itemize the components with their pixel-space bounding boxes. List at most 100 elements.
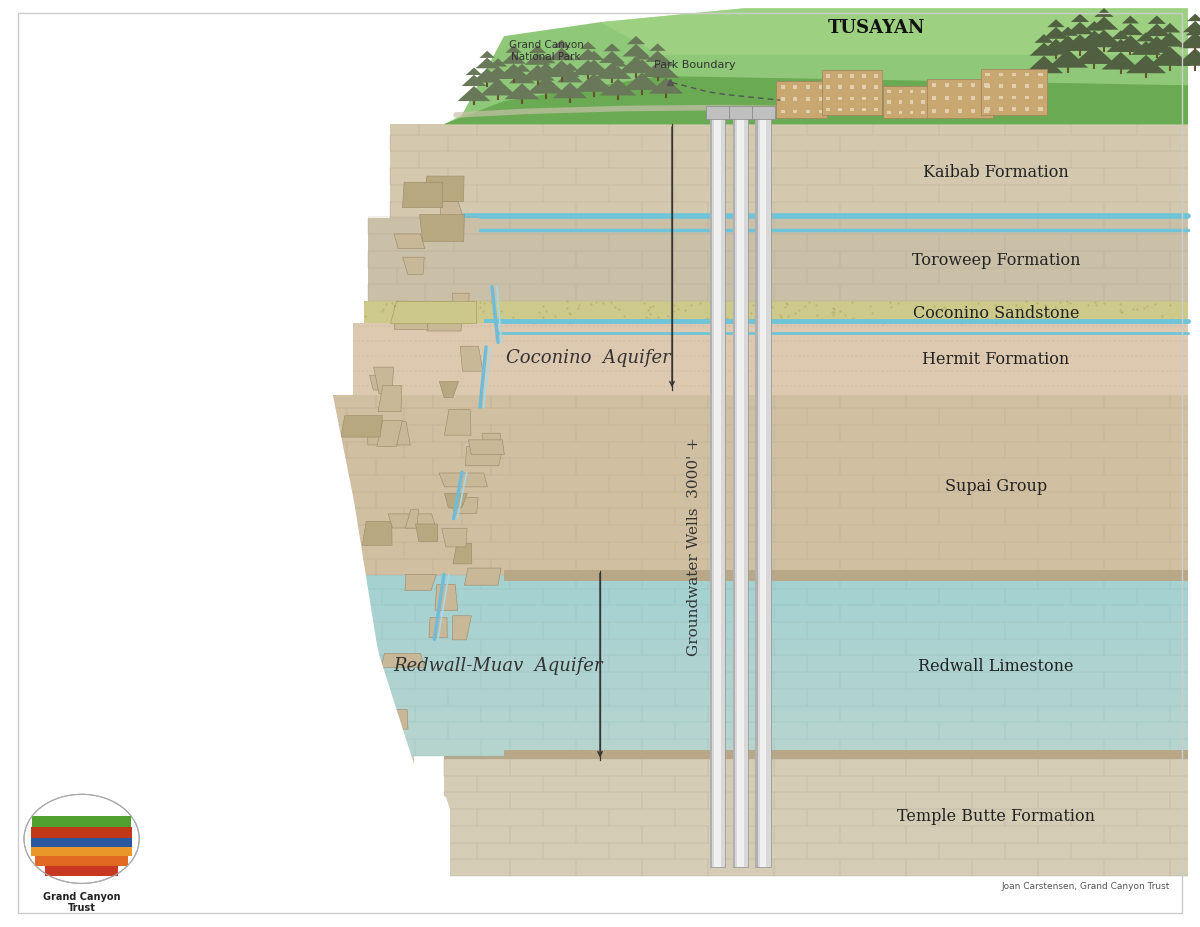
Bar: [318, 396, 504, 576]
Bar: [931, 110, 936, 114]
Bar: [971, 84, 976, 88]
Polygon shape: [428, 617, 448, 638]
Bar: [756, 116, 757, 867]
Bar: [971, 110, 976, 114]
Bar: [728, 107, 752, 120]
Polygon shape: [347, 763, 373, 779]
Bar: [887, 112, 890, 115]
Polygon shape: [373, 368, 394, 395]
Polygon shape: [420, 215, 464, 242]
Bar: [781, 98, 785, 102]
Bar: [850, 86, 854, 90]
Bar: [1012, 96, 1016, 100]
Polygon shape: [521, 66, 554, 82]
Bar: [826, 108, 830, 112]
Polygon shape: [422, 177, 464, 202]
Text: Hydrogeologic: Hydrogeologic: [122, 230, 298, 252]
Polygon shape: [649, 44, 666, 52]
Polygon shape: [1058, 28, 1078, 37]
Bar: [910, 101, 913, 105]
Bar: [444, 570, 1188, 581]
Bar: [822, 71, 882, 116]
Bar: [944, 84, 949, 88]
Bar: [776, 82, 827, 119]
Bar: [710, 116, 712, 867]
Bar: [781, 86, 785, 90]
Bar: [283, 636, 504, 651]
Bar: [806, 110, 810, 114]
Bar: [1012, 108, 1016, 112]
Polygon shape: [439, 382, 458, 399]
Polygon shape: [1147, 17, 1166, 25]
Bar: [982, 70, 1046, 116]
Polygon shape: [623, 44, 649, 57]
Polygon shape: [1034, 35, 1054, 44]
Text: artistic rendering: artistic rendering: [150, 345, 270, 360]
Polygon shape: [1126, 56, 1166, 74]
Polygon shape: [444, 494, 467, 508]
Polygon shape: [1187, 15, 1200, 22]
Polygon shape: [505, 84, 539, 100]
Bar: [793, 86, 797, 90]
Bar: [922, 101, 925, 105]
Polygon shape: [497, 65, 530, 80]
Polygon shape: [460, 347, 482, 372]
Polygon shape: [1070, 15, 1090, 23]
Polygon shape: [283, 777, 323, 804]
Bar: [850, 97, 854, 101]
Bar: [444, 696, 1188, 711]
Bar: [850, 108, 854, 112]
Bar: [283, 726, 504, 741]
Bar: [353, 324, 498, 396]
Polygon shape: [509, 72, 535, 84]
Bar: [1025, 73, 1030, 77]
Bar: [732, 116, 734, 867]
Polygon shape: [580, 43, 596, 50]
Bar: [706, 107, 730, 120]
Bar: [818, 98, 822, 102]
Bar: [910, 112, 913, 115]
Bar: [781, 110, 785, 114]
Polygon shape: [1048, 50, 1088, 69]
Polygon shape: [552, 41, 571, 49]
Bar: [826, 75, 830, 79]
Polygon shape: [1079, 32, 1110, 45]
Polygon shape: [415, 525, 438, 541]
Polygon shape: [1130, 42, 1162, 56]
Bar: [283, 741, 504, 756]
Bar: [283, 666, 504, 680]
Bar: [922, 91, 925, 94]
Bar: [444, 621, 1188, 636]
Bar: [1038, 85, 1043, 89]
Text: Coconino Sandstone: Coconino Sandstone: [913, 304, 1079, 322]
Polygon shape: [599, 52, 625, 64]
Bar: [928, 80, 994, 119]
Polygon shape: [367, 422, 410, 446]
Text: Joan Carstensen, Grand Canyon Trust: Joan Carstensen, Grand Canyon Trust: [1002, 881, 1170, 890]
Polygon shape: [548, 48, 575, 61]
Polygon shape: [368, 219, 479, 301]
Bar: [850, 75, 854, 79]
Bar: [806, 98, 810, 102]
Text: TUSAYAN: TUSAYAN: [104, 298, 316, 336]
Polygon shape: [390, 710, 408, 730]
Polygon shape: [600, 80, 636, 96]
Polygon shape: [1030, 44, 1058, 57]
Bar: [368, 219, 479, 301]
Bar: [283, 680, 504, 696]
Text: Grand Canyon
National Park: Grand Canyon National Park: [509, 40, 583, 62]
Bar: [444, 756, 1188, 876]
Polygon shape: [434, 585, 457, 611]
Bar: [444, 301, 1188, 324]
Bar: [283, 590, 504, 605]
Polygon shape: [1062, 35, 1098, 52]
Polygon shape: [1178, 33, 1200, 48]
Polygon shape: [1111, 32, 1130, 40]
Polygon shape: [449, 498, 478, 514]
Polygon shape: [536, 56, 556, 64]
Polygon shape: [266, 785, 308, 810]
Bar: [444, 324, 1188, 396]
Polygon shape: [468, 440, 504, 455]
Polygon shape: [641, 63, 674, 78]
Bar: [931, 97, 936, 101]
